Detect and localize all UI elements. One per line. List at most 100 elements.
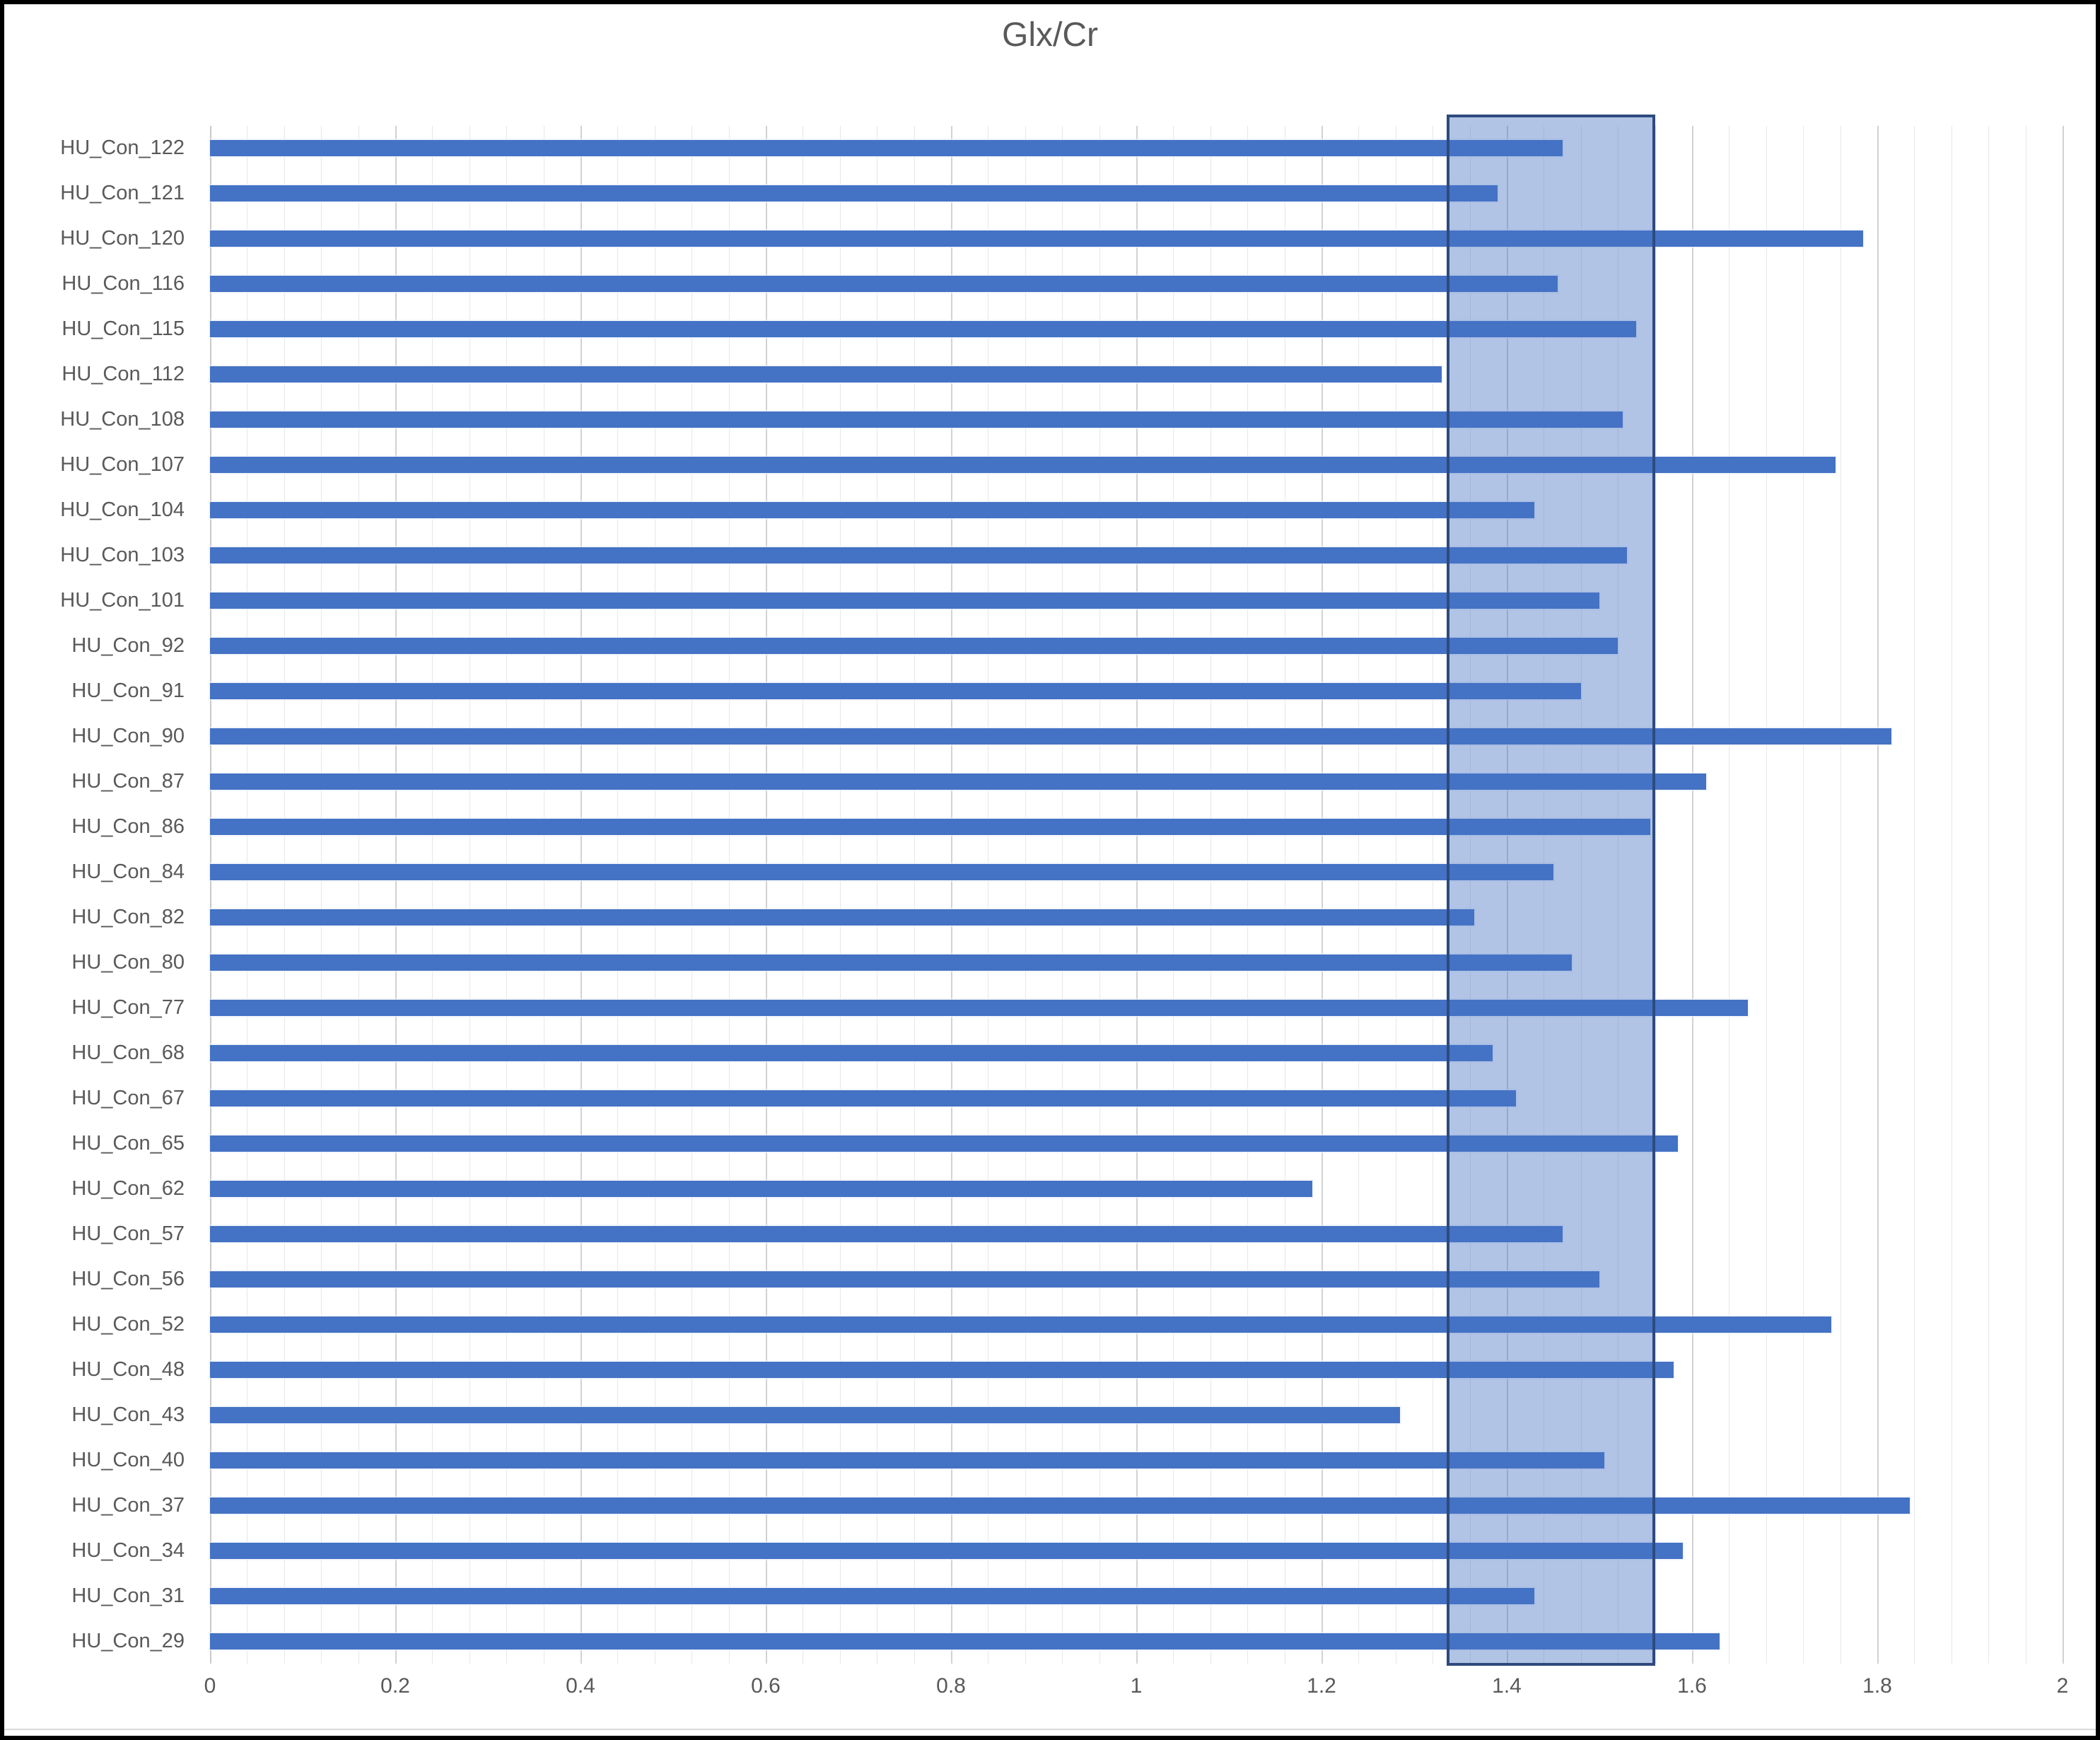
x-tick-label: 2 [2056,1674,2069,1698]
category-label: HU_Con_67 [71,1086,185,1109]
bar-HU_Con_112 [210,366,1442,383]
major-gridline [1136,126,1138,1664]
minor-gridline [617,126,619,1664]
bar-HU_Con_68 [210,1044,1493,1061]
minor-gridline [839,126,841,1664]
bar-HU_Con_87 [210,773,1706,790]
minor-gridline [284,126,285,1664]
category-label: HU_Con_37 [71,1493,185,1517]
minor-gridline [1358,126,1360,1664]
minor-gridline [1025,126,1026,1664]
bar-HU_Con_67 [210,1090,1517,1107]
bar-HU_Con_90 [210,728,1891,745]
bar-HU_Con_104 [210,502,1535,519]
category-label: HU_Con_91 [71,679,185,703]
major-gridline [1877,126,1879,1664]
category-label: HU_Con_62 [71,1176,185,1200]
x-tick-label: 1.6 [1677,1674,1707,1698]
major-gridline [581,126,582,1664]
chart-bottom-edge [4,1729,2096,1730]
bar-HU_Con_84 [210,864,1553,880]
minor-gridline [1062,126,1063,1664]
category-label: HU_Con_115 [62,317,185,341]
bar-HU_Con_86 [210,819,1651,836]
category-label: HU_Con_101 [60,589,185,612]
category-label: HU_Con_120 [60,227,185,250]
major-gridline [2063,126,2064,1664]
bar-HU_Con_101 [210,592,1599,609]
bar-HU_Con_34 [210,1542,1683,1559]
minor-gridline [321,126,322,1664]
minor-gridline [432,126,433,1664]
category-label: HU_Con_86 [71,815,185,839]
major-gridline [1507,126,1508,1664]
bar-HU_Con_108 [210,411,1623,428]
minor-gridline [1914,126,1915,1664]
x-tick-label: 0.6 [751,1674,781,1698]
category-label: HU_Con_112 [62,363,185,386]
category-label: HU_Con_34 [71,1538,185,1562]
category-label: HU_Con_122 [60,136,185,160]
chart-title: Glx/Cr [1002,16,1098,54]
category-label: HU_Con_80 [71,950,185,974]
minor-gridline [1469,126,1471,1664]
category-label: HU_Con_92 [71,634,185,658]
bar-HU_Con_40 [210,1452,1604,1469]
x-tick-label: 0.4 [566,1674,595,1698]
minor-gridline [469,126,470,1664]
minor-gridline [914,126,915,1664]
bar-HU_Con_122 [210,140,1563,157]
category-label: HU_Con_108 [60,408,185,431]
bar-HU_Con_120 [210,230,1864,247]
major-gridline [395,126,397,1664]
bar-HU_Con_91 [210,683,1581,700]
bar-HU_Con_80 [210,954,1572,971]
minor-gridline [506,126,508,1664]
category-label: HU_Con_52 [71,1312,185,1336]
minor-gridline [1247,126,1249,1664]
minor-gridline [1173,126,1174,1664]
major-gridline [951,126,952,1664]
bar-HU_Con_62 [210,1180,1312,1197]
category-label: HU_Con_40 [71,1448,185,1471]
minor-gridline [1988,126,1990,1664]
category-label: HU_Con_84 [71,860,185,883]
category-label: HU_Con_90 [71,725,185,748]
category-label: HU_Con_57 [71,1222,185,1245]
minor-gridline [1655,126,1656,1664]
minor-gridline [728,126,730,1664]
category-label: HU_Con_87 [71,770,185,793]
bar-HU_Con_121 [210,185,1498,202]
bar-HU_Con_107 [210,457,1836,474]
x-tick-label: 1.4 [1492,1674,1522,1698]
x-tick-label: 0.2 [380,1674,410,1698]
bar-HU_Con_43 [210,1406,1401,1423]
plot-area: HU_Con_122 HU_Con_121 HU_Con_120 HU_Con_116… [4,4,2096,1736]
bar-HU_Con_103 [210,547,1628,564]
category-label: HU_Con_82 [71,905,185,928]
x-tick-label: 0 [204,1674,216,1698]
category-label: HU_Con_104 [60,498,185,522]
category-label: HU_Con_31 [71,1584,185,1607]
category-label: HU_Con_68 [71,1041,185,1064]
bar-HU_Con_37 [210,1497,1910,1514]
minor-gridline [1803,126,1804,1664]
reference-range-band [1446,115,1655,1666]
major-gridline [766,126,767,1664]
x-tick-label: 1 [1130,1674,1143,1698]
minor-gridline [358,126,359,1664]
category-label: HU_Con_121 [60,182,185,205]
category-label: HU_Con_107 [60,453,185,477]
category-label: HU_Con_116 [62,272,185,296]
category-label: HU_Con_56 [71,1267,185,1290]
category-label: HU_Con_48 [71,1357,185,1381]
category-label: HU_Con_103 [60,544,185,567]
minor-gridline [1099,126,1100,1664]
bar-HU_Con_57 [210,1225,1563,1242]
major-gridline [210,126,211,1664]
x-tick-label: 0.8 [936,1674,966,1698]
bar-HU_Con_29 [210,1633,1720,1650]
bar-HU_Con_65 [210,1135,1679,1152]
bar-HU_Con_116 [210,276,1558,293]
